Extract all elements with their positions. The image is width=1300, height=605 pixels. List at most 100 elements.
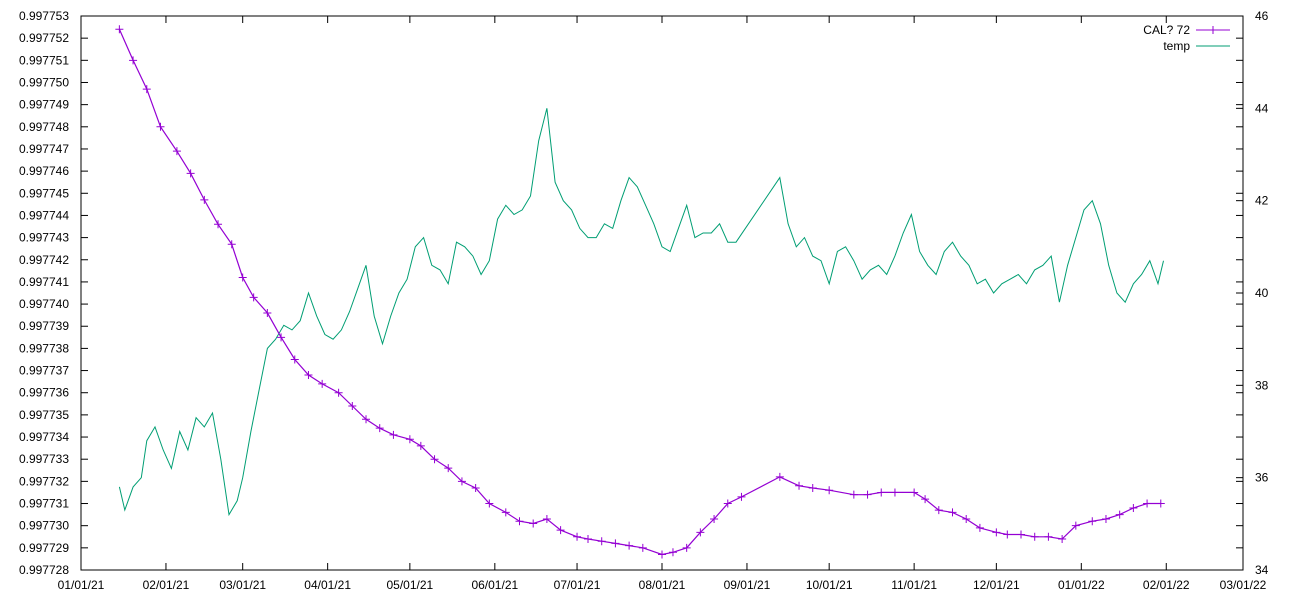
data-point-cal-72: [710, 515, 719, 524]
data-point-cal-72: [334, 388, 343, 397]
data-point-cal-72: [1115, 510, 1124, 519]
y-tick-label: 0.997731: [19, 497, 69, 511]
series-line-cal-72: [118, 29, 1161, 556]
data-point-cal-72: [1058, 534, 1067, 543]
data-point-cal-72: [696, 528, 705, 537]
y-tick-label: 0.997728: [19, 563, 69, 577]
data-point-cal-72: [375, 424, 384, 433]
data-point-cal-72: [921, 495, 930, 504]
data-point-cal-72: [948, 508, 957, 517]
data-point-cal-72: [200, 195, 209, 204]
data-point-cal-72: [849, 490, 858, 499]
x-tick-label: 10/01/21: [806, 578, 853, 592]
data-point-cal-72: [457, 477, 466, 486]
data-point-cal-72: [1101, 515, 1110, 524]
y-tick-label: 0.997736: [19, 386, 69, 400]
data-point-cal-72: [890, 488, 899, 497]
data-point-cal-72: [808, 484, 817, 493]
data-point-cal-72: [1071, 521, 1080, 530]
y-tick-label: 0.997742: [19, 253, 69, 267]
x-tick-label: 11/01/21: [891, 578, 937, 592]
x-tick-label: 01/01/21: [58, 578, 105, 592]
plot-frame: [80, 15, 1244, 571]
y-tick-label: 0.997750: [19, 75, 69, 89]
data-point-cal-72: [290, 355, 299, 364]
y2-tick-label: 42: [1255, 194, 1269, 208]
y-tick-label: 0.997738: [19, 341, 69, 355]
y-tick-label: 0.997737: [19, 364, 69, 378]
data-point-cal-72: [775, 472, 784, 481]
data-point-cal-72: [825, 486, 834, 495]
data-point-cal-72: [611, 539, 620, 548]
y-tick-label: 0.997741: [19, 275, 69, 289]
data-point-cal-72: [584, 534, 593, 543]
data-point-cal-72: [304, 370, 313, 379]
data-point-cal-72: [238, 273, 247, 282]
data-point-cal-72: [501, 508, 510, 517]
y-tick-label: 0.997739: [19, 319, 69, 333]
data-point-cal-72: [795, 481, 804, 490]
data-point-cal-72: [962, 515, 971, 524]
y-tick-label: 0.997751: [19, 53, 69, 67]
data-point-cal-72: [389, 430, 398, 439]
data-point-cal-72: [318, 379, 327, 388]
data-point-cal-72: [975, 523, 984, 532]
data-point-cal-72: [471, 484, 480, 493]
data-point-cal-72: [1129, 503, 1138, 512]
x-tick-label: 01/01/22: [1058, 578, 1105, 592]
y-tick-label: 0.997747: [19, 142, 69, 156]
x-tick-label: 08/01/21: [639, 578, 686, 592]
y-tick-label: 0.997748: [19, 120, 69, 134]
y-tick-label: 0.997745: [19, 186, 69, 200]
x-tick-label: 05/01/21: [387, 578, 434, 592]
y-tick-label: 0.997732: [19, 474, 69, 488]
x-tick-label: 09/01/21: [724, 578, 771, 592]
data-point-cal-72: [1017, 530, 1026, 539]
data-point-cal-72: [573, 532, 582, 541]
data-point-cal-72: [249, 293, 258, 302]
data-point-cal-72: [638, 543, 647, 552]
data-point-cal-72: [1030, 532, 1039, 541]
series-line-temp: [118, 108, 1164, 517]
data-point-cal-72: [129, 56, 138, 65]
x-tick-label: 03/01/22: [1220, 578, 1267, 592]
data-point-cal-72: [186, 169, 195, 178]
x-tick-label: 02/01/21: [143, 578, 190, 592]
y2-tick-label: 44: [1255, 101, 1269, 115]
data-point-cal-72: [542, 515, 551, 524]
x-tick-label: 04/01/21: [304, 578, 351, 592]
data-point-cal-72: [227, 240, 236, 249]
y-tick-label: 0.997743: [19, 231, 69, 245]
x-axis: 01/01/21 02/01/21 03/01/21 04/01/21 05/01/21…: [58, 16, 1267, 592]
data-point-cal-72: [142, 85, 151, 94]
data-point-cal-72: [529, 519, 538, 528]
y-tick-label: 0.997730: [19, 519, 69, 533]
data-point-cal-72: [723, 499, 732, 508]
data-point-cal-72: [597, 537, 606, 546]
data-point-cal-72: [416, 441, 425, 450]
y-axis-left: 0.997728 0.997729 0.997730 0.997731 0.997732…: [19, 9, 1243, 577]
data-point-cal-72: [625, 541, 634, 550]
legend-label: CAL? 72: [1143, 23, 1190, 37]
data-point-cal-72: [1143, 499, 1152, 508]
data-point-cal-72: [863, 490, 872, 499]
data-point-cal-72: [430, 455, 439, 464]
y-tick-label: 0.997746: [19, 164, 69, 178]
data-point-cal-72: [737, 492, 746, 501]
y-tick-label: 0.997735: [19, 408, 69, 422]
data-point-cal-72: [910, 488, 919, 497]
data-point-cal-72: [658, 550, 666, 559]
y-tick-label: 0.997729: [19, 541, 69, 555]
x-tick-label: 12/01/21: [973, 578, 1020, 592]
y2-tick-label: 46: [1255, 9, 1269, 23]
data-point-cal-72: [444, 464, 453, 473]
data-point-cal-72: [877, 488, 886, 497]
data-point-cal-72: [682, 543, 691, 552]
data-point-cal-72: [485, 499, 494, 508]
y2-tick-label: 40: [1255, 286, 1269, 300]
data-point-cal-72: [115, 25, 124, 34]
x-tick-label: 03/01/21: [219, 578, 266, 592]
y2-tick-label: 38: [1255, 378, 1269, 392]
